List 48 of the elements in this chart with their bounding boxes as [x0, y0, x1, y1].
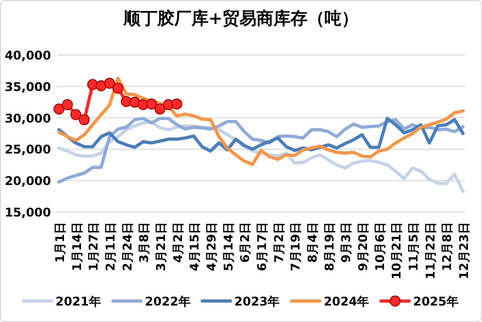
x-tick-label: 11月22日 [423, 222, 438, 280]
x-tick-label: 4月2日 [170, 222, 185, 263]
x-tick-label: 1月14日 [70, 222, 84, 272]
x-tick-label: 10月6日 [372, 222, 387, 272]
x-tick-label: 4月15日 [188, 222, 202, 272]
x-tick-label: 11月5日 [406, 222, 420, 272]
line-series [57, 116, 465, 153]
chart-title: 顺丁胶厂库+贸易商库存（吨） [122, 9, 359, 29]
point [171, 98, 182, 110]
point [78, 114, 90, 126]
point [154, 104, 166, 115]
y-tick-label: 30,000 [4, 111, 51, 126]
y-tick-label: 15,000 [4, 206, 51, 220]
x-tick-label: 2月11日 [104, 222, 118, 272]
legend-label: 2023年 [234, 294, 280, 308]
y-tick-label: 20,000 [4, 174, 51, 188]
x-tick-label: 12月8日 [440, 222, 454, 272]
x-tick-label: 8月19日 [322, 222, 336, 272]
x-tick-label: 1月27日 [86, 222, 101, 272]
x-tick-label: 4月29日 [204, 222, 218, 272]
point [70, 109, 82, 120]
x-tick-label: 3月21日 [154, 222, 168, 272]
legend-label: 2024年 [324, 294, 370, 308]
y-tick-label: 25,000 [4, 142, 51, 157]
point [62, 99, 73, 110]
point [104, 78, 115, 89]
legend-label: 2025年 [413, 294, 459, 308]
point [54, 104, 64, 115]
x-tick-label: 1月1日 [53, 222, 67, 263]
line-series [57, 76, 465, 166]
y-tick-label: 40,000 [4, 48, 51, 62]
x-tick-label: 6月2日 [238, 222, 252, 263]
x-tick-label: 8月4日 [306, 222, 320, 263]
x-tick-label: 3月8日 [137, 222, 152, 263]
legend-label: 2021年 [55, 294, 101, 308]
x-tick-label: 12月23日 [457, 222, 471, 280]
x-tick-label: 9月3日 [339, 222, 354, 263]
legend-label: 2022年 [144, 294, 190, 308]
x-tick-label: 2月24日 [120, 222, 134, 272]
point [146, 98, 158, 110]
x-tick-label: 7月19日 [288, 222, 303, 272]
x-tick-label: 5月14日 [221, 222, 236, 272]
x-tick-label: 7月2日 [272, 222, 286, 263]
y-tick-label: 35,000 [4, 80, 51, 94]
point [112, 82, 124, 94]
x-tick-label: 9月20日 [356, 222, 370, 272]
x-tick-label: 10月21日 [390, 222, 404, 280]
x-tick-label: 6月17日 [255, 222, 269, 272]
